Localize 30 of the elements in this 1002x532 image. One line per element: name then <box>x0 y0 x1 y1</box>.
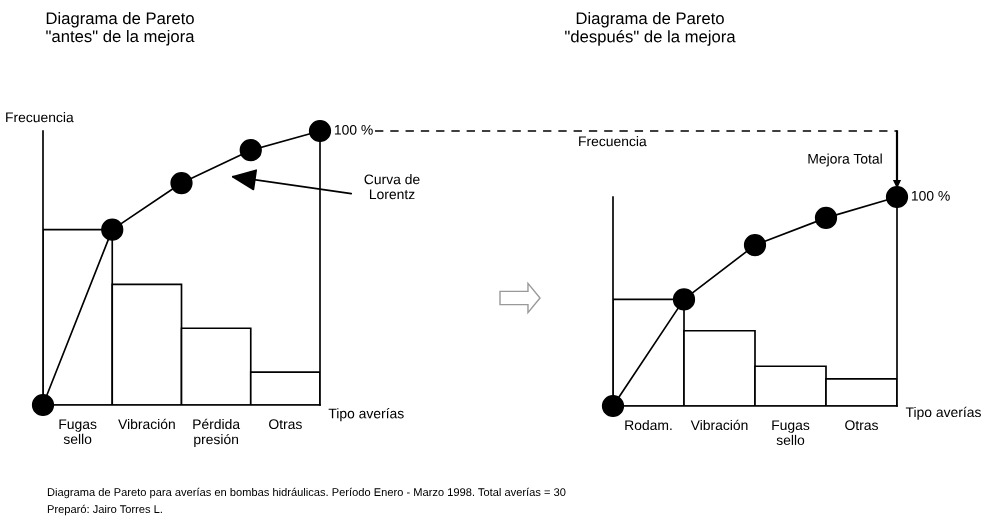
y-axis-title: Frecuencia <box>6 112 74 123</box>
text: Curva de Lorentz <box>364 174 420 200</box>
point <box>672 288 696 311</box>
point <box>885 185 909 209</box>
point <box>31 393 55 417</box>
point <box>170 171 193 195</box>
x-axis-title: Tipo averías <box>328 408 404 422</box>
x-axis-title: Tipo averías <box>905 406 981 420</box>
y-axis-title: Frecuencia <box>579 136 647 147</box>
x-tick-label: Otras <box>845 420 878 431</box>
x-tick-label: Fugas sello <box>59 419 97 445</box>
x-tick-label: Pérdida presión <box>193 418 241 447</box>
x-tick-label: Otras <box>269 419 302 430</box>
point <box>814 206 838 230</box>
point <box>308 119 332 143</box>
x-tick-label: Vibración <box>690 419 748 431</box>
x-tick-label: Fugas sello <box>772 420 810 446</box>
point <box>239 139 262 162</box>
text: Diagrama de Pareto para averías en bombas hidráulicas. Período Enero - Marzo 1998. Total averías = 30 <box>47 487 566 499</box>
text: 100 % <box>911 190 950 201</box>
chart-title: Diagrama de Pareto "después" de la mejora <box>565 12 736 46</box>
point <box>601 394 625 418</box>
text: Mejora Total <box>808 153 882 167</box>
x-tick-label: Vibración <box>118 418 175 430</box>
text: Preparó: Jairo Torres L. <box>47 504 162 516</box>
chart-title: Diagrama de Pareto "antes" de la mejora <box>46 12 195 46</box>
point <box>101 218 124 241</box>
x-tick-label: Rodam. <box>625 419 672 431</box>
text: 100 % <box>334 124 373 135</box>
point <box>743 233 767 257</box>
